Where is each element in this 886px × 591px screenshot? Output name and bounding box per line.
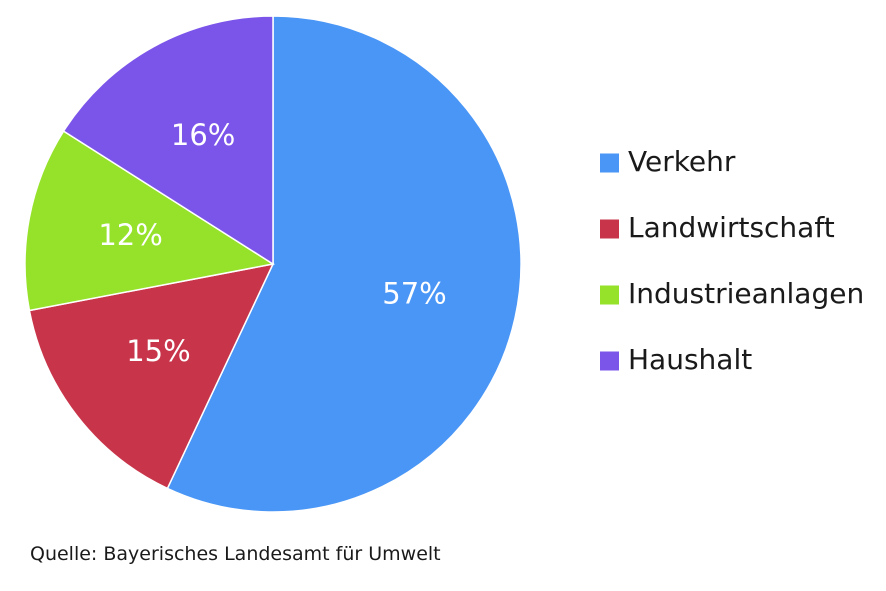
legend-swatch-haushalt [600,351,619,371]
legend-swatch-landwirtschaft [600,219,619,239]
legend-item-landwirtschaft: Landwirtschaft [600,211,835,244]
pie-slice-industrieanlagen [24,130,276,312]
legend-label-industrieanlagen: Industrieanlagen [628,277,864,310]
legend-label-haushalt: Haushalt [628,343,752,376]
pie-slices [24,15,522,513]
legend-item-haushalt: Haushalt [600,343,752,376]
pie-slice-haushalt [62,15,274,266]
pie-slice-verkehr [166,15,522,513]
slice-label-industrieanlagen: 12% [98,218,162,252]
legend-item-industrieanlagen: Industrieanlagen [600,277,864,310]
pie-slice-labels: 57% 15% 12% 16% [98,118,446,368]
slice-label-landwirtschaft: 15% [126,334,190,368]
source-note: Quelle: Bayerisches Landesamt für Umwelt [30,543,441,565]
slice-label-haushalt: 16% [171,118,235,152]
legend-label-verkehr: Verkehr [628,145,736,178]
slice-label-verkehr: 57% [382,277,446,311]
legend-swatch-verkehr [600,153,619,173]
pie-slice-landwirtschaft [28,262,275,490]
legend-item-verkehr: Verkehr [600,145,736,178]
legend-swatch-industrieanlagen [600,285,619,305]
legend: Verkehr Landwirtschaft Industrieanlagen Hau… [600,145,864,376]
legend-label-landwirtschaft: Landwirtschaft [628,211,835,244]
